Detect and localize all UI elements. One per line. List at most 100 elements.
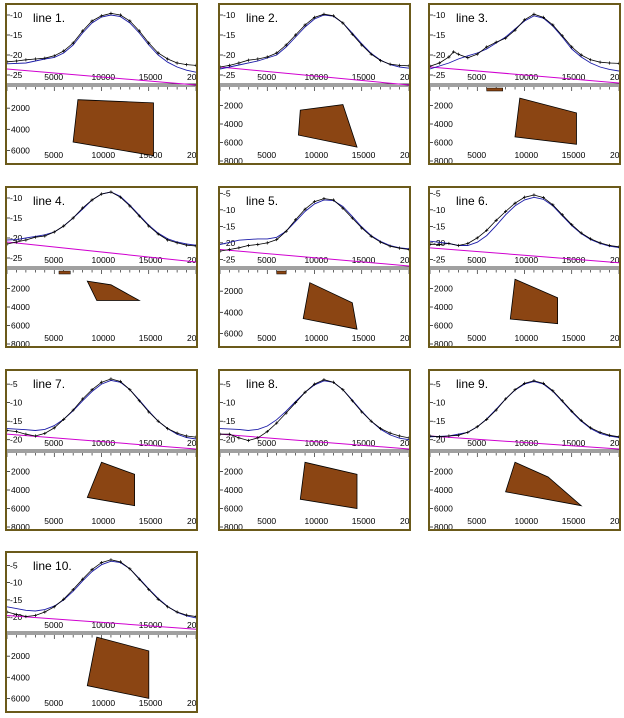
line-label: line 6.: [456, 194, 488, 208]
x-tick-label: 5000: [467, 516, 486, 526]
observed-point: [7, 60, 9, 64]
observed-point: [341, 388, 345, 392]
x-tick-label: 15000: [562, 255, 586, 265]
y-tick-label: -20: [223, 50, 236, 60]
depth-tick-label: 8000: [11, 339, 30, 346]
observed-point: [331, 14, 335, 18]
observed-point: [369, 52, 373, 56]
observed-point: [607, 61, 612, 65]
x-tick-label: 20: [400, 438, 409, 448]
observed-point: [294, 218, 298, 222]
x-tick-label: 5000: [44, 333, 63, 343]
observed-point: [7, 242, 9, 246]
observed-point: [551, 203, 555, 207]
y-tick-label: -20: [433, 435, 446, 445]
observed-point: [430, 434, 432, 438]
observed-point: [256, 57, 260, 61]
x-tick-label: 5000: [467, 255, 486, 265]
depth-tick-label: 2000: [434, 101, 453, 111]
x-tick-label: 10000: [92, 698, 116, 708]
x-tick-label: 10000: [92, 516, 116, 526]
observed-point: [312, 15, 317, 19]
observed-point: [560, 213, 564, 217]
observed-point: [522, 195, 527, 199]
x-tick-label: 10000: [92, 255, 116, 265]
observed-point: [466, 56, 470, 60]
line-label: line 5.: [246, 194, 278, 208]
observed-point: [227, 432, 232, 436]
depth-tick-label: 4000: [224, 307, 243, 317]
profile-panel: -10 -15 -20 -25 5000 10000 15000 20 line 2. 2000 4…: [218, 3, 411, 165]
observed-point: [194, 244, 196, 248]
observed-point: [589, 58, 593, 62]
depth-tick-label: 2000: [224, 101, 243, 111]
profile-svg: -10 -15 -20 -25 5000 10000 15000 20 line 4. 2000 4…: [7, 190, 196, 346]
observed-point: [184, 63, 189, 67]
regional-line: [430, 247, 619, 264]
observed-point: [541, 196, 545, 200]
y-tick-label: -10: [10, 10, 23, 20]
depth-tick-label: 2000: [434, 284, 453, 294]
x-tick-label: 20: [400, 516, 409, 526]
y-tick-label: -20: [10, 612, 23, 622]
calculated-curve: [430, 15, 619, 72]
profile-svg: -5 -10 -15 -20 5000 10000 15000 20 line 8. 2000 40…: [220, 377, 409, 529]
y-tick-label: -20: [10, 435, 23, 445]
observed-point: [118, 379, 122, 384]
observed-point: [522, 18, 527, 22]
observed-point: [560, 399, 564, 403]
observed-point: [350, 32, 354, 36]
x-tick-label: 5000: [257, 150, 276, 160]
depth-tick-label: 8000: [224, 156, 243, 163]
observed-point: [175, 241, 179, 245]
observed-point: [175, 610, 179, 614]
observed-point: [407, 247, 409, 252]
observed-point: [156, 232, 160, 236]
observed-point: [570, 409, 574, 413]
observed-point: [137, 214, 141, 218]
x-tick-label: 5000: [44, 150, 63, 160]
observed-point: [475, 236, 479, 240]
profile-svg: -5 -10 -15 -20 -25 5000 10000 15000 20 line 6. 200…: [430, 188, 619, 346]
profile-panel: -5 -10 -15 -20 5000 10000 15000 20 line 10. 2000 4…: [5, 551, 198, 713]
observed-point: [466, 241, 470, 246]
calculated-curve: [220, 380, 409, 441]
observed-point: [14, 59, 19, 63]
regional-line: [220, 248, 409, 267]
density-body: [297, 104, 358, 148]
observed-point: [184, 243, 189, 247]
observed-point: [532, 193, 536, 197]
observed-point: [447, 434, 451, 438]
x-tick-label: 5000: [44, 72, 63, 82]
depth-tick-label: 2000: [11, 651, 30, 661]
regional-line: [430, 66, 619, 84]
x-tick-label: 5000: [467, 333, 486, 343]
observed-point: [256, 242, 260, 247]
observed-point: [541, 15, 545, 19]
y-tick-label: -15: [10, 416, 23, 426]
observed-point: [379, 240, 383, 244]
observed-point: [452, 50, 456, 54]
y-tick-label: -5: [10, 560, 18, 570]
x-tick-label: 20: [400, 72, 409, 82]
x-tick-label: 5000: [44, 516, 63, 526]
x-tick-label: 10000: [515, 333, 539, 343]
y-tick-label: -20: [433, 238, 446, 248]
x-tick-label: 20: [400, 333, 409, 343]
observed-point: [90, 567, 94, 572]
x-tick-label: 10000: [305, 438, 329, 448]
x-tick-label: 15000: [139, 698, 163, 708]
observed-point: [99, 192, 104, 196]
observed-point: [137, 29, 141, 33]
density-body: [86, 461, 135, 507]
profile-panel: -5 -10 -15 -20 -25 5000 10000 15000 20 line 5. 200…: [218, 186, 411, 348]
observed-point: [369, 419, 373, 423]
observed-point: [7, 610, 9, 614]
observed-point: [246, 243, 250, 248]
y-tick-label: -20: [223, 435, 236, 445]
observed-point: [284, 43, 288, 47]
x-tick-label: 5000: [257, 333, 276, 343]
x-tick-label: 20: [400, 150, 409, 160]
observed-point: [312, 199, 317, 204]
depth-tick-label: 6000: [11, 693, 30, 703]
